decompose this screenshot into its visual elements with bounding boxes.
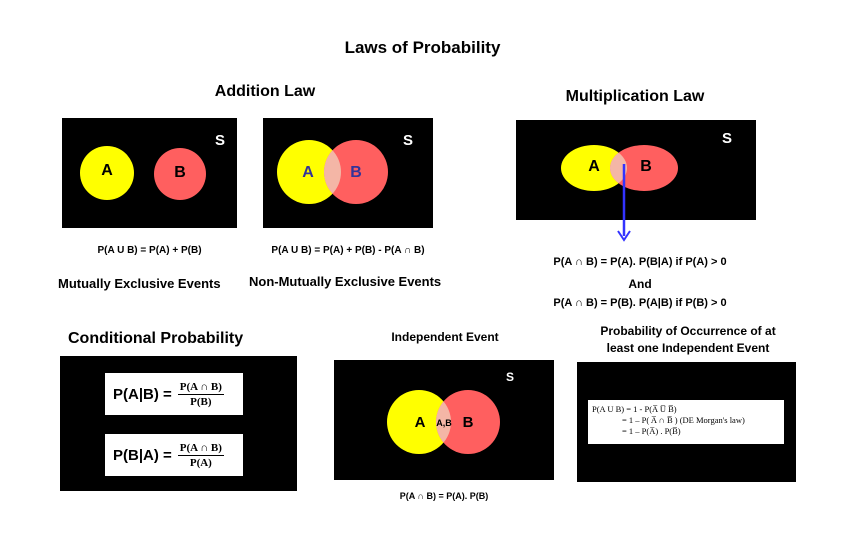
set-b-label: B xyxy=(462,414,474,431)
independent-event-heading: Independent Event xyxy=(391,330,499,344)
independent-formula: P(A ∩ B) = P(A). P(B) xyxy=(399,491,489,501)
derivation-line-3: = 1 – P(A̅) . P(B̅) xyxy=(622,426,681,436)
set-a-circle xyxy=(80,146,134,200)
at-least-one-panel: P(A U B) = 1 - P(A̅ U̅ B̅) = 1 – P( A̅ ∩… xyxy=(577,362,796,482)
independent-event-diagram: S A A,B B xyxy=(334,360,554,480)
fraction: P(A ∩ B) P(A) xyxy=(177,441,224,469)
set-b-label: B xyxy=(640,158,652,175)
sample-space-label: S xyxy=(214,132,225,149)
set-a-label: A xyxy=(302,164,314,181)
mutually-exclusive-caption: Mutually Exclusive Events xyxy=(58,276,221,291)
set-b-ellipse xyxy=(610,145,678,191)
main-title: Laws of Probability xyxy=(344,38,501,57)
multiplication-law-heading: Multiplication Law xyxy=(565,88,705,105)
de-morgan-derivation: P(A U B) = 1 - P(A̅ U̅ B̅) = 1 – P( A̅ ∩… xyxy=(588,400,784,444)
multiplication-diagram: S A B xyxy=(516,120,756,220)
denominator: P(A) xyxy=(189,456,212,469)
denominator: P(B) xyxy=(190,395,212,408)
overlapping-sets-svg xyxy=(277,140,388,204)
mutually-exclusive-diagram: S A B xyxy=(62,118,237,228)
set-b-circle xyxy=(436,390,500,454)
sample-space-label: S xyxy=(721,130,732,147)
set-b-label: B xyxy=(350,164,362,181)
derivation-line-2: = 1 – P( A̅ ∩ B̅ ) (DE Morgan's law) xyxy=(622,415,745,425)
multiplication-formula-2: P(A ∩ B) = P(B). P(A|B) if P(B) > 0 xyxy=(553,297,727,309)
intersection-label: A,B xyxy=(436,418,452,428)
independent-sets-svg xyxy=(387,390,500,454)
set-a-circle xyxy=(387,390,451,454)
set-b-circle xyxy=(324,140,388,204)
numerator: P(A ∩ B) xyxy=(177,380,224,395)
set-a-label: A xyxy=(588,158,600,175)
addition-exclusive-formula: P(A U B) = P(A) + P(B) xyxy=(97,245,202,256)
multiplication-formula-1: P(A ∩ B) = P(A). P(B|A) if P(A) > 0 xyxy=(553,256,727,268)
sample-space-label: S xyxy=(402,132,413,149)
conditional-panel: P(A|B) = P(A ∩ B) P(B) P(B|A) = P(A ∩ B)… xyxy=(60,356,297,491)
non-mutually-exclusive-caption: Non-Mutually Exclusive Events xyxy=(249,274,442,289)
addition-law-heading: Addition Law xyxy=(214,83,316,100)
derivation-line-1: P(A U B) = 1 - P(A̅ U̅ B̅) xyxy=(592,404,677,414)
conditional-probability-heading: Conditional Probability xyxy=(68,330,244,347)
conditional-formula-b-given-a: P(B|A) = P(A ∩ B) P(A) xyxy=(105,434,243,476)
numerator: P(A ∩ B) xyxy=(177,441,224,456)
set-a-label: A xyxy=(101,162,113,179)
non-mutually-exclusive-diagram: S A B xyxy=(263,118,433,228)
at-least-one-heading-line-1: Probability of Occurrence of at xyxy=(600,324,776,338)
formula-lhs: P(B|A) = xyxy=(113,446,172,464)
set-b-label: B xyxy=(174,164,186,181)
set-a-ellipse xyxy=(561,145,627,191)
intersecting-sets-svg xyxy=(561,145,678,191)
set-a-label: A xyxy=(414,414,426,431)
set-a-circle xyxy=(277,140,341,204)
addition-non-exclusive-formula: P(A U B) = P(A) + P(B) - P(A ∩ B) xyxy=(271,245,425,256)
conditional-formula-a-given-b: P(A|B) = P(A ∩ B) P(B) xyxy=(105,373,243,415)
sample-space-label: S xyxy=(505,370,514,384)
intersection-arrow xyxy=(617,164,631,242)
formula-lhs: P(A|B) = xyxy=(113,385,172,403)
fraction: P(A ∩ B) P(B) xyxy=(177,380,224,408)
multiplication-connector: And xyxy=(628,277,652,291)
set-b-circle xyxy=(154,148,206,200)
at-least-one-heading-line-2: least one Independent Event xyxy=(606,341,770,355)
